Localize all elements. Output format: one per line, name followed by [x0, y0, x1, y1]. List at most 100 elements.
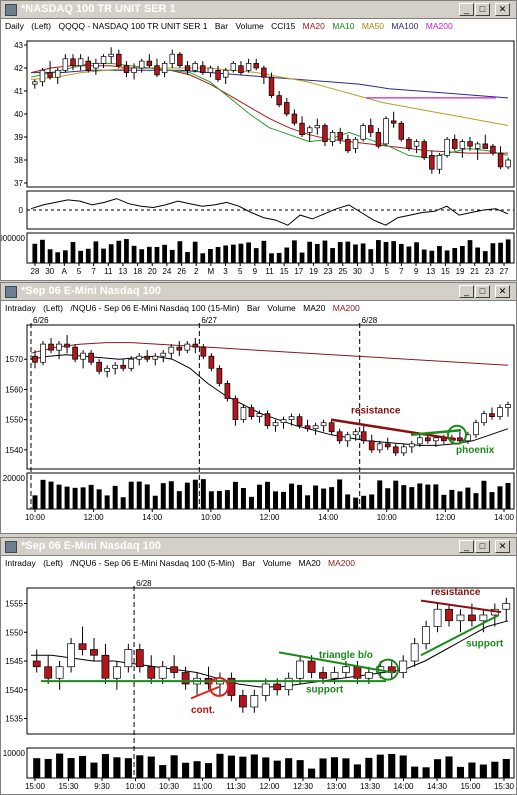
candle	[433, 608, 442, 627]
candle	[138, 60, 145, 69]
candle	[429, 155, 435, 170]
candle	[154, 65, 160, 76]
x-tick-label: 23	[485, 267, 494, 276]
session-label: 6/27	[201, 316, 217, 325]
candle	[112, 364, 119, 369]
close-icon[interactable]: ✕	[495, 540, 510, 553]
volume-bar	[321, 488, 327, 509]
x-tick-label: 20	[148, 267, 157, 276]
volume-bar	[475, 247, 481, 263]
volume-bar	[232, 481, 238, 509]
volume-bar	[216, 753, 224, 778]
volume-bar	[468, 762, 476, 778]
resistance-line	[420, 599, 502, 614]
volume-bar	[296, 760, 304, 778]
x-tick-label: 27	[500, 267, 509, 276]
volume-bar	[482, 251, 488, 263]
candle	[55, 666, 64, 679]
volume-bar	[421, 249, 427, 263]
volume-bar	[85, 248, 91, 263]
x-tick-label: 3	[223, 267, 228, 276]
phoenix-label: phoenix	[456, 445, 495, 456]
candle	[424, 437, 431, 442]
volume-label: Volume	[267, 303, 296, 313]
candle	[276, 95, 282, 106]
maximize-icon[interactable]: □	[475, 3, 490, 16]
candle	[147, 666, 156, 679]
candle	[80, 352, 86, 360]
x-tick-label: 15:00	[25, 782, 46, 791]
volume-bar	[176, 491, 182, 509]
volume-bar	[393, 480, 399, 509]
volume-bar	[385, 488, 391, 509]
candle	[96, 361, 102, 372]
volume-bar	[383, 241, 389, 263]
cont-label: cont.	[191, 705, 215, 716]
candle	[232, 398, 239, 421]
volume-bar	[78, 755, 87, 778]
volume-bar	[457, 491, 463, 509]
volume-bar	[505, 483, 511, 509]
candle	[39, 69, 46, 83]
title-bar[interactable]: *Sep 06 E-Mini Nasdaq 100 _ □ ✕	[1, 538, 516, 556]
candle	[135, 649, 144, 668]
volume-bar	[273, 760, 281, 778]
x-tick-label: 11	[104, 267, 113, 276]
minimize-icon[interactable]: _	[459, 3, 474, 16]
x-tick-label: 13	[426, 267, 435, 276]
candle	[268, 76, 275, 96]
volume-bar	[262, 757, 270, 778]
session-label: 6/28	[136, 579, 152, 588]
chart-info: Daily (Left) QQQQ - NASDAQ 100 TR UNIT S…	[5, 21, 458, 31]
volume-bar	[502, 758, 510, 778]
y-tick-label: 40	[14, 110, 23, 119]
volume-panel	[26, 747, 515, 779]
x-tick-label: 9:30	[94, 782, 110, 791]
candle	[240, 407, 247, 421]
minimize-icon[interactable]: _	[459, 285, 474, 298]
y-tick-label: 37	[14, 179, 23, 188]
volume-bar	[398, 243, 404, 263]
candle	[230, 63, 237, 71]
volume-bar	[284, 247, 290, 263]
volume-bar	[414, 242, 419, 263]
close-icon[interactable]: ✕	[495, 3, 510, 16]
volume-bar	[70, 242, 76, 263]
title-bar[interactable]: *NASDAQ 100 TR UNIT SER 1 _ □ ✕	[1, 1, 516, 19]
candle	[376, 443, 383, 451]
volume-bar	[342, 758, 350, 778]
candle	[120, 364, 127, 369]
close-icon[interactable]: ✕	[495, 285, 510, 298]
title-bar[interactable]: *Sep 06 E-Mini Nasdaq 100 _ □ ✕	[1, 283, 516, 301]
candle	[200, 346, 207, 357]
candle	[100, 56, 107, 64]
candle	[131, 67, 137, 73]
maximize-icon[interactable]: □	[475, 540, 490, 553]
candle	[452, 138, 458, 149]
candle	[264, 413, 271, 427]
volume-bar	[376, 240, 381, 263]
x-tick-label: M	[208, 267, 215, 276]
y-tick-label: 1540	[5, 446, 23, 455]
maximize-icon[interactable]: □	[475, 285, 490, 298]
legend-ma200: MA200	[328, 558, 355, 568]
legend-ma20: MA20	[302, 21, 325, 31]
candle	[284, 102, 290, 115]
x-tick-label: 17	[294, 267, 303, 276]
volume-bar	[78, 250, 83, 263]
x-tick-label: 12:00	[435, 513, 456, 522]
candle	[408, 443, 415, 448]
candle	[146, 60, 153, 67]
volume-bar	[240, 487, 246, 509]
volume-bar	[353, 764, 361, 778]
candle	[406, 138, 412, 149]
volume-panel	[26, 472, 515, 510]
candle	[468, 614, 476, 622]
volume-bar	[104, 495, 110, 509]
x-tick-label: 12:00	[259, 513, 280, 522]
candle	[192, 343, 199, 348]
minimize-icon[interactable]: _	[459, 540, 474, 553]
volume-bar	[361, 495, 367, 509]
x-tick-label: 14:00	[142, 513, 163, 522]
candle	[398, 122, 405, 140]
